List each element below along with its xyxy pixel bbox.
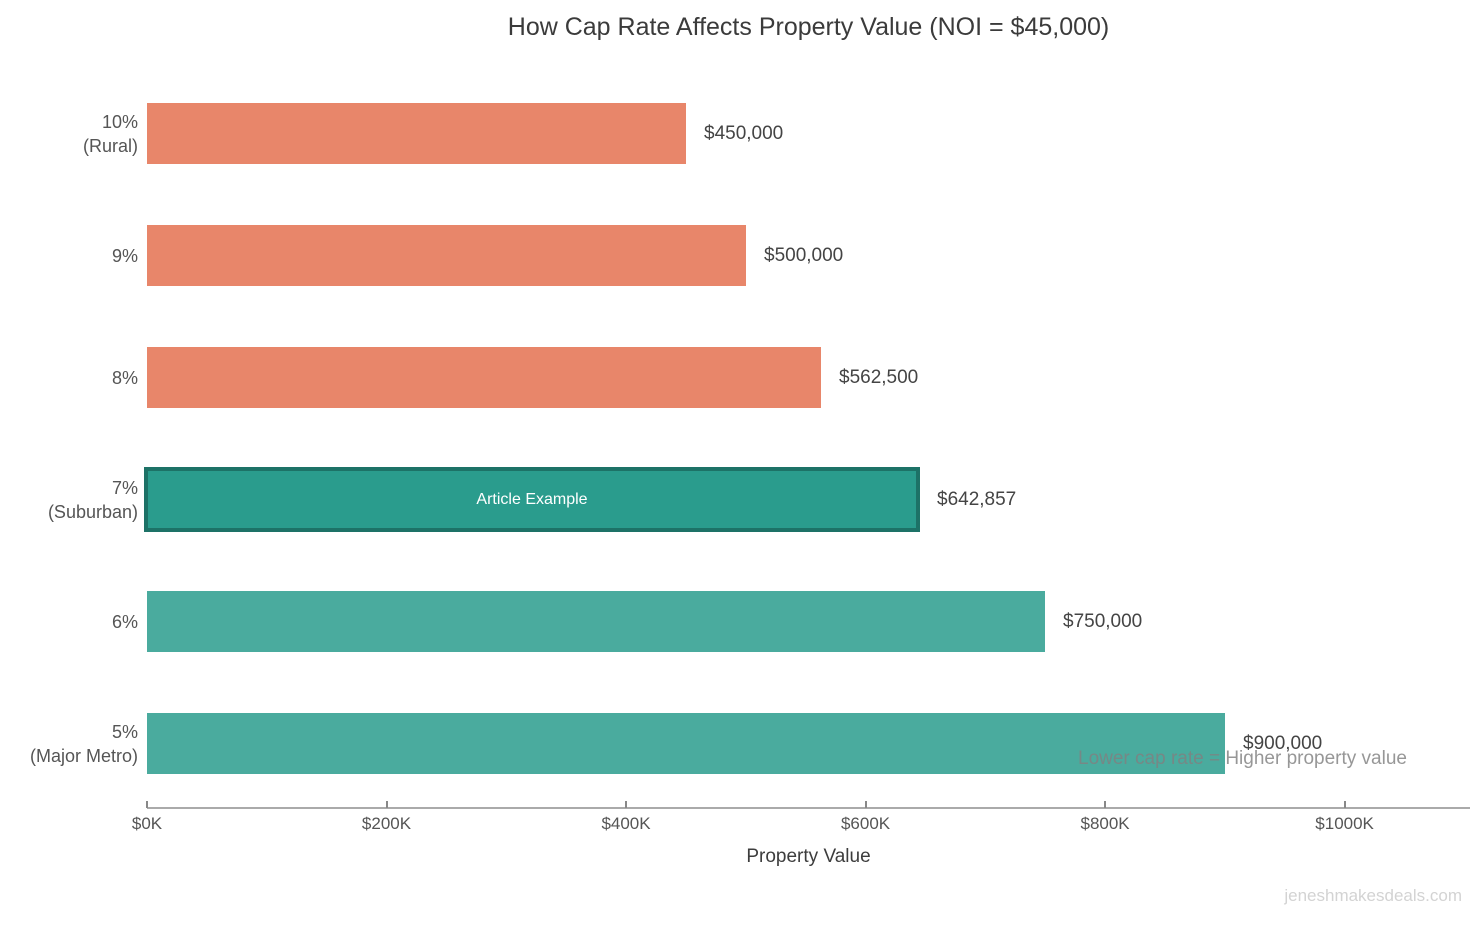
x-tick-label: $600K bbox=[840, 814, 891, 833]
bar bbox=[147, 225, 746, 286]
x-axis-line bbox=[147, 807, 1470, 809]
x-axis-title: Property Value bbox=[746, 846, 871, 867]
y-axis-label-line: (Rural) bbox=[82, 135, 138, 156]
y-axis-label: 6% bbox=[0, 591, 138, 652]
bar-highlighted: Article Example bbox=[144, 467, 920, 532]
y-axis-label-line: 6% bbox=[111, 611, 138, 632]
y-axis-label: 7% (Suburban) bbox=[0, 469, 138, 530]
y-axis-label-line: 10% bbox=[101, 111, 138, 132]
y-axis-label-line: (Major Metro) bbox=[29, 745, 138, 766]
bar-value-label: $750,000 bbox=[1063, 610, 1143, 632]
chart-title: How Cap Rate Affects Property Value (NOI… bbox=[507, 13, 1110, 41]
x-tick-label: $1000K bbox=[1315, 814, 1374, 833]
y-axis-label-line: 9% bbox=[111, 245, 138, 266]
bar bbox=[147, 591, 1045, 652]
y-axis-label: 9% bbox=[0, 225, 138, 286]
y-axis-label-line: 8% bbox=[111, 367, 138, 388]
bar bbox=[147, 713, 1225, 774]
annotation-text: Lower cap rate = Higher property value bbox=[1078, 748, 1407, 769]
x-tick-mark bbox=[1104, 801, 1107, 808]
x-tick-label: $0K bbox=[131, 814, 163, 833]
y-axis-label-line: 7% bbox=[111, 477, 138, 498]
bar-value-label: $450,000 bbox=[704, 122, 784, 144]
bar bbox=[147, 103, 686, 164]
x-tick-mark bbox=[864, 801, 867, 808]
bar-value-label: $900,000 bbox=[1243, 732, 1323, 754]
x-tick-label: $400K bbox=[601, 814, 651, 833]
y-axis-label: 8% bbox=[0, 347, 138, 408]
x-tick-mark bbox=[146, 801, 148, 808]
x-tick-label: $200K bbox=[361, 814, 412, 833]
y-axis-label-line: 5% bbox=[111, 721, 138, 742]
bar bbox=[147, 347, 821, 408]
bar-inner-label: Article Example bbox=[476, 490, 588, 508]
watermark: jeneshmakesdeals.com bbox=[1284, 886, 1462, 905]
x-tick-mark bbox=[625, 801, 628, 808]
x-tick-mark bbox=[385, 801, 388, 808]
x-tick-label: $800K bbox=[1080, 814, 1130, 833]
y-axis-label: 10% (Rural) bbox=[0, 103, 138, 164]
x-tick-mark bbox=[1343, 801, 1346, 808]
bar-value-label: $500,000 bbox=[764, 244, 844, 266]
y-axis-label-line: (Suburban) bbox=[47, 501, 138, 522]
bar-value-label: $562,500 bbox=[839, 366, 919, 388]
y-axis-label: 5% (Major Metro) bbox=[0, 713, 138, 774]
bar-value-label: $642,857 bbox=[937, 488, 1017, 510]
